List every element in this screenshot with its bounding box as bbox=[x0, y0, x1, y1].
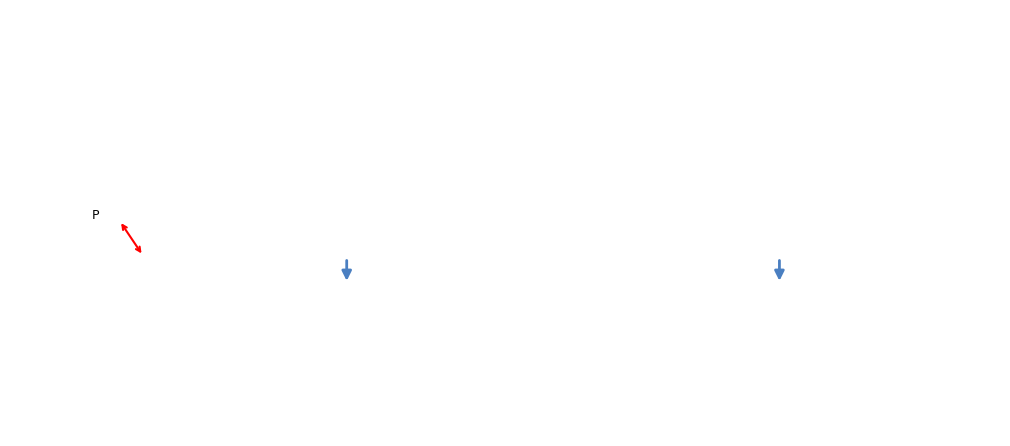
Text: b: b bbox=[213, 198, 222, 212]
Text: c: c bbox=[484, 198, 492, 212]
Text: f: f bbox=[623, 419, 629, 433]
Text: a: a bbox=[10, 410, 19, 424]
Text: e: e bbox=[218, 419, 227, 433]
Text: P: P bbox=[92, 209, 100, 222]
Text: d: d bbox=[753, 198, 764, 212]
